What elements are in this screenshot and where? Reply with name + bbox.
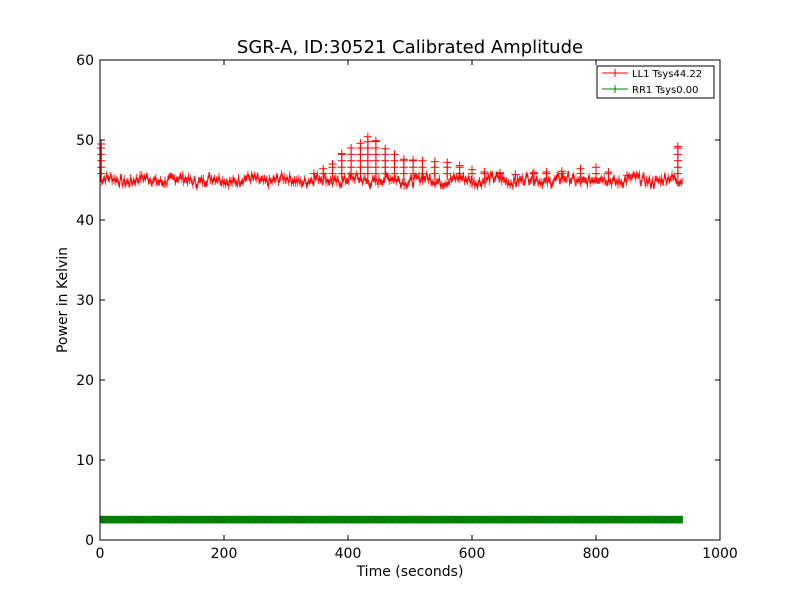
spike-markers [623, 171, 631, 180]
series-ll1 [97, 132, 683, 191]
spike-markers [381, 144, 390, 178]
ll1-spike [530, 168, 538, 180]
ll1-spike [480, 168, 489, 180]
spike-markers [328, 160, 337, 178]
ll1-spike [468, 165, 476, 180]
ll1-spike [356, 139, 365, 180]
spike-markers [673, 142, 682, 178]
legend-box [596, 65, 715, 99]
x-axis-label: Time (seconds) [356, 564, 464, 580]
x-axis-ticks: 0 200 400 600 800 1000 [96, 60, 738, 562]
ll1-spike [576, 164, 585, 180]
spike-markers [409, 156, 418, 178]
ll1-spike [495, 168, 504, 180]
spike-markers [390, 150, 399, 178]
spike-markers [418, 156, 427, 178]
ll1-spike [511, 170, 520, 180]
spike-markers [576, 164, 585, 178]
spike-markers [511, 170, 520, 179]
legend-label-rr1: RR1 Tsys0.00 [632, 85, 699, 96]
spike-markers [592, 163, 600, 178]
spike-markers [455, 161, 464, 178]
y-tick-label: 30 [76, 293, 94, 309]
ll1-spike [430, 157, 439, 180]
spike-markers [542, 168, 551, 178]
plot-area [100, 60, 720, 540]
spike-markers [604, 168, 613, 178]
x-tick-label: 400 [335, 546, 362, 562]
spike-markers [443, 158, 452, 178]
ll1-spike [337, 149, 346, 180]
y-axis-label: Power in Kelvin [55, 247, 71, 353]
series-layer [97, 132, 683, 524]
spike-markers [309, 169, 318, 178]
x-tick-label: 200 [211, 546, 238, 562]
ll1-spike [371, 136, 380, 180]
chart-title: SGR-A, ID:30521 Calibrated Amplitude [237, 37, 583, 58]
spike-markers [363, 132, 372, 178]
y-tick-label: 10 [76, 453, 94, 469]
ll1-spike [390, 150, 399, 180]
spike-markers [468, 165, 476, 178]
ll1-spike [443, 158, 452, 180]
spike-markers [399, 155, 408, 178]
x-tick-label: 800 [583, 546, 610, 562]
y-tick-label: 20 [76, 373, 94, 389]
ll1-spike [604, 168, 613, 180]
spike-markers [356, 139, 365, 178]
ll1-spike [623, 171, 631, 180]
x-tick-label: 600 [459, 546, 486, 562]
spike-markers [530, 168, 538, 178]
ll1-spike [542, 168, 551, 180]
rr1-band [100, 516, 683, 524]
ll1-spike [592, 163, 600, 180]
ll1-spike [328, 160, 337, 180]
ll1-spike [409, 156, 418, 180]
spike-markers [337, 149, 346, 178]
spike-markers [97, 140, 106, 178]
ll1-spike [557, 167, 566, 180]
x-tick-label: 1000 [702, 546, 738, 562]
ll1-spike [319, 164, 328, 180]
ll1-spike [399, 155, 408, 180]
spike-markers [371, 136, 380, 178]
ll1-spike [97, 140, 106, 180]
spike-markers [319, 164, 328, 178]
ll1-spike [673, 142, 682, 180]
legend-marker-ll1 [611, 69, 619, 77]
legend: LL1 Tsys44.22 RR1 Tsys0.00 [596, 65, 715, 99]
y-tick-label: 40 [76, 213, 94, 229]
y-tick-label: 0 [85, 533, 94, 549]
ll1-spike [347, 144, 356, 180]
spike-markers [430, 157, 439, 178]
ll1-spike [381, 144, 390, 180]
spike-markers [495, 168, 504, 178]
spike-markers [557, 167, 566, 178]
y-axis-ticks: 0 10 20 30 40 50 60 [76, 53, 720, 549]
legend-marker-rr1 [611, 85, 619, 93]
ll1-spike [455, 161, 464, 180]
spike-markers [480, 168, 489, 178]
spike-markers [347, 144, 356, 178]
legend-label-ll1: LL1 Tsys44.22 [632, 69, 702, 80]
series-rr1 [99, 515, 683, 524]
x-tick-label: 0 [96, 546, 105, 562]
y-tick-label: 60 [76, 53, 94, 69]
ll1-spike [363, 132, 372, 180]
ll1-spike [309, 169, 318, 180]
ll1-spike [418, 156, 427, 180]
y-tick-label: 50 [76, 133, 94, 149]
